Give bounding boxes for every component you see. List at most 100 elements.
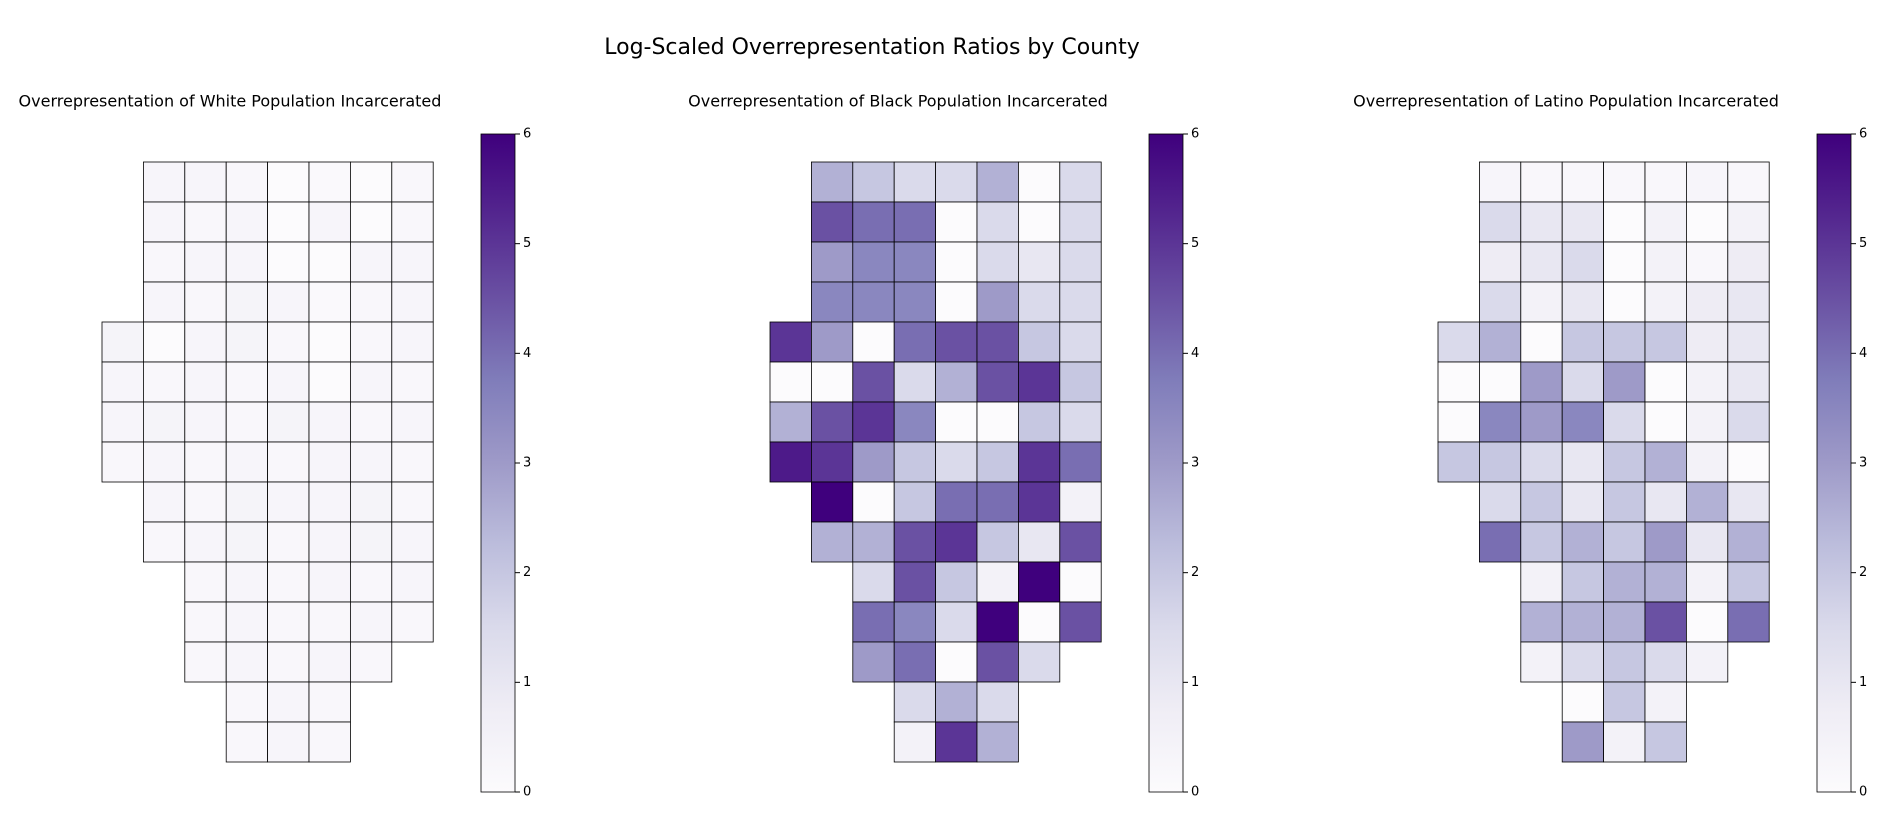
county [1018,201,1061,243]
county [267,361,310,403]
colorbar-tick-label: 0 [1191,785,1199,800]
county [976,321,1019,363]
county [1437,441,1480,483]
county [893,361,937,403]
county [1520,521,1563,563]
county [225,441,268,483]
county [1603,681,1646,723]
county [811,241,854,283]
county [1644,361,1687,403]
county [852,561,895,603]
county [308,401,351,443]
county [267,321,310,363]
county [935,361,978,403]
county [1603,201,1646,243]
county [1644,321,1687,363]
county [1018,561,1061,603]
county [811,281,854,323]
county [1561,361,1604,403]
county [1727,481,1770,523]
county [267,601,310,643]
county [225,721,268,763]
colorbar [480,133,516,793]
county [935,201,978,243]
county [391,161,434,203]
county [308,641,351,683]
county [935,321,978,363]
county [1479,481,1522,523]
county [391,601,434,643]
county [391,241,434,283]
county [1686,561,1729,603]
county [101,321,144,363]
subplot-title: Overrepresentation of Black Population I… [688,92,1108,111]
figure-title: Log-Scaled Overrepresentation Ratios by … [604,35,1140,60]
county [1437,361,1480,403]
colorbar-tick-label: 3 [1191,456,1199,471]
colorbar-tick-label: 6 [1859,127,1867,142]
county [852,321,895,363]
county [1561,321,1604,363]
county [893,721,937,763]
county [976,241,1019,283]
county [184,481,227,523]
county [1561,561,1604,603]
county [225,641,268,683]
county [142,281,186,323]
county [267,401,310,443]
county [1520,561,1563,603]
county [308,681,351,723]
county [1603,241,1646,283]
county [1520,241,1563,283]
county [1561,241,1604,283]
county [349,441,393,483]
county [976,641,1019,683]
county [267,561,310,603]
county [976,401,1019,443]
county [1603,641,1646,683]
county [1603,161,1646,203]
colorbar-tick-label: 5 [1859,236,1867,251]
county [852,521,895,563]
county [184,241,227,283]
county [184,321,227,363]
county [142,361,186,403]
county [1520,321,1563,363]
county [1727,601,1770,643]
county [267,161,310,203]
colorbar-tick-label: 3 [1859,456,1867,471]
county [1644,161,1687,203]
county [1603,601,1646,643]
county [308,441,351,483]
county [1561,681,1604,723]
county [1644,681,1687,723]
county [142,521,186,563]
county [976,521,1019,563]
county [349,521,393,563]
county [811,481,854,523]
county [811,521,854,563]
county [1727,521,1770,563]
county [1018,521,1061,563]
county [976,441,1019,483]
county [1437,321,1480,363]
county [1727,401,1770,443]
county [976,681,1019,723]
county [893,561,937,603]
county [1059,201,1102,243]
county [225,401,268,443]
colorbar-tick-label: 5 [523,236,531,251]
county [391,481,434,523]
county [184,281,227,323]
county [142,481,186,523]
county [225,201,268,243]
county [349,241,393,283]
county [267,681,310,723]
colorbar-tick-label: 0 [1859,785,1867,800]
county [1059,521,1102,563]
county [225,521,268,563]
county [308,161,351,203]
county [184,641,227,683]
county [1561,201,1604,243]
